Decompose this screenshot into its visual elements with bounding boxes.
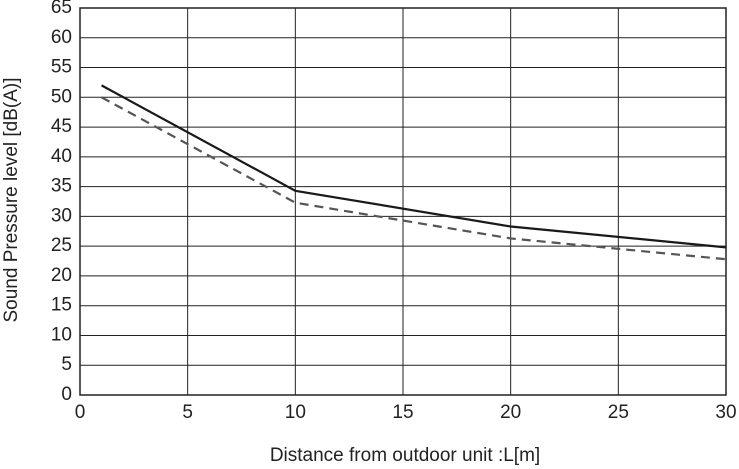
x-tick-label: 10 (285, 402, 306, 423)
y-tick-label: 10 (51, 324, 72, 345)
y-tick-label: 15 (51, 295, 72, 316)
data-line (101, 96, 727, 261)
x-tick-label: 15 (392, 402, 413, 423)
y-tick-label: 55 (51, 57, 72, 78)
y-tick-label: 20 (51, 265, 72, 286)
x-tick-label: 20 (500, 402, 521, 423)
y-tick-label: 65 (51, 0, 72, 18)
y-tick-label: 0 (61, 384, 72, 405)
y-axis-title: Sound Pressure level [dB(A)] (1, 77, 22, 322)
x-tick-label: 5 (182, 402, 193, 423)
y-tick-label: 50 (51, 86, 72, 107)
y-tick-label: 40 (51, 146, 72, 167)
y-tick-label: 25 (51, 235, 72, 256)
x-axis-title: Distance from outdoor unit :L[m] (270, 445, 540, 466)
y-tick-label: 60 (51, 27, 72, 48)
y-tick-label: 5 (61, 354, 72, 375)
y-tick-label: 45 (51, 116, 72, 137)
x-tick-label: 25 (608, 402, 629, 423)
y-tick-label: 35 (51, 176, 72, 197)
y-tick-label: 30 (51, 205, 72, 226)
data-line (101, 84, 727, 249)
plot-frame (79, 7, 727, 396)
x-tick-label: 30 (715, 402, 736, 423)
x-tick-label: 0 (75, 402, 86, 423)
